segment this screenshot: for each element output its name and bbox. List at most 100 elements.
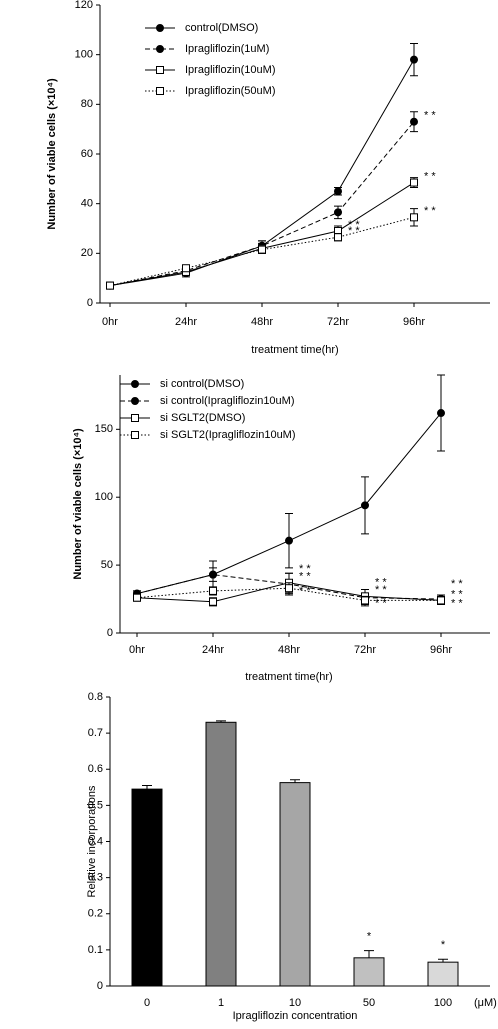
- y-tick-label: 150: [95, 423, 113, 435]
- y-tick-label: 0: [107, 627, 113, 639]
- bar: [205, 721, 237, 987]
- y-tick-label: 0.1: [88, 944, 103, 956]
- data-point: [285, 536, 293, 545]
- x-tick-label: 0hr: [129, 644, 145, 656]
- data-point: [334, 187, 342, 196]
- data-point: [133, 593, 141, 602]
- data-point: [410, 55, 418, 64]
- error-bar: [142, 785, 152, 790]
- x-tick-label: 96hr: [403, 316, 425, 328]
- x-axis-label: treatment time(hr): [251, 344, 338, 356]
- y-tick-label: 0.4: [88, 835, 103, 847]
- y-axis-label: Number of viable cells (×10⁴): [72, 428, 84, 580]
- y-tick-label: 0.5: [88, 799, 103, 811]
- x-axis-label: Ipragliflozin concentration: [233, 1010, 358, 1022]
- legend-marker: [156, 87, 164, 95]
- data-point: [258, 245, 266, 254]
- y-tick-label: 0: [97, 980, 103, 992]
- series-line: [109, 182, 415, 287]
- x-tick-label: 48hr: [278, 644, 300, 656]
- x-tick-label: 24hr: [175, 316, 197, 328]
- y-tick-label: 0.8: [88, 691, 103, 703]
- y-tick-label: 0.2: [88, 908, 103, 920]
- legend-label: Ipragliflozin(1uM): [185, 43, 269, 55]
- y-tick-label: 0.3: [88, 872, 103, 884]
- bar: [427, 961, 459, 987]
- y-tick-label: 80: [81, 98, 93, 110]
- significance-label: * *: [299, 571, 311, 583]
- legend-marker: [131, 397, 139, 405]
- y-tick-label: 60: [81, 148, 93, 160]
- data-point: [334, 233, 342, 242]
- data-point: [209, 570, 217, 579]
- legend-label: si control(DMSO): [160, 378, 244, 390]
- legend-marker: [131, 431, 139, 439]
- x-tick-label: 96hr: [430, 644, 452, 656]
- x-tick-label: 72hr: [354, 644, 376, 656]
- significance-label: * *: [451, 597, 463, 609]
- legend-label: si SGLT2(Ipragliflozin10uM): [160, 429, 296, 441]
- y-tick-label: 0: [87, 297, 93, 309]
- significance-label: * *: [375, 597, 387, 609]
- bar: [353, 957, 385, 987]
- error-bar: [438, 958, 448, 963]
- legend-label: si control(Ipragliflozin10uM): [160, 395, 295, 407]
- y-tick-label: 0.7: [88, 727, 103, 739]
- y-tick-label: 100: [75, 49, 93, 61]
- error-bar: [290, 779, 300, 783]
- data-point: [361, 596, 369, 605]
- y-tick-label: 0.6: [88, 763, 103, 775]
- legend-marker: [156, 45, 164, 53]
- significance-label: * *: [424, 110, 436, 122]
- y-tick-label: 50: [101, 559, 113, 571]
- x-tick-label: 0hr: [102, 316, 118, 328]
- y-tick-label: 120: [75, 0, 93, 11]
- data-point: [410, 117, 418, 126]
- series-line: [109, 121, 415, 287]
- significance-label: *: [441, 939, 446, 951]
- significance-label: * *: [424, 170, 436, 182]
- significance-label: * *: [451, 588, 463, 600]
- error-bar: [216, 720, 226, 723]
- x-tick-label: 100: [434, 997, 452, 1009]
- significance-label: * *: [299, 563, 311, 575]
- significance-label: *: [367, 931, 372, 943]
- data-point: [334, 208, 342, 217]
- bar: [279, 782, 311, 987]
- legend-marker: [131, 380, 139, 388]
- significance-label: * *: [299, 585, 311, 597]
- data-point: [285, 584, 293, 593]
- significance-label: * *: [375, 584, 387, 596]
- legend-label: Ipragliflozin(50uM): [185, 85, 275, 97]
- bar: [131, 788, 163, 987]
- x-tick-label: 48hr: [251, 316, 273, 328]
- data-point: [410, 213, 418, 222]
- legend-marker: [156, 24, 164, 32]
- x-tick-label: 0: [144, 997, 150, 1009]
- x-tick-label: 1: [218, 997, 224, 1009]
- x-tick-label: 10: [289, 997, 301, 1009]
- x-tick-label: 24hr: [202, 644, 224, 656]
- legend-marker: [156, 66, 164, 74]
- data-point: [361, 501, 369, 510]
- data-point: [437, 596, 445, 605]
- y-tick-label: 40: [81, 198, 93, 210]
- series-line: [109, 216, 415, 287]
- significance-label: * *: [451, 578, 463, 590]
- legend-label: Ipragliflozin(10uM): [185, 64, 275, 76]
- error-bar: [364, 950, 374, 958]
- significance-label: * *: [424, 205, 436, 217]
- significance-label: * *: [348, 225, 360, 237]
- y-axis-label: Number of viable cells (×10⁴): [46, 78, 58, 230]
- x-tick-label: 72hr: [327, 316, 349, 328]
- significance-label: * *: [348, 219, 360, 231]
- y-tick-label: 100: [95, 491, 113, 503]
- data-point: [182, 264, 190, 273]
- legend-label: si SGLT2(DMSO): [160, 412, 245, 424]
- x-tick-label: 50: [363, 997, 375, 1009]
- legend-marker: [131, 414, 139, 422]
- data-point: [106, 281, 114, 290]
- legend-label: control(DMSO): [185, 22, 258, 34]
